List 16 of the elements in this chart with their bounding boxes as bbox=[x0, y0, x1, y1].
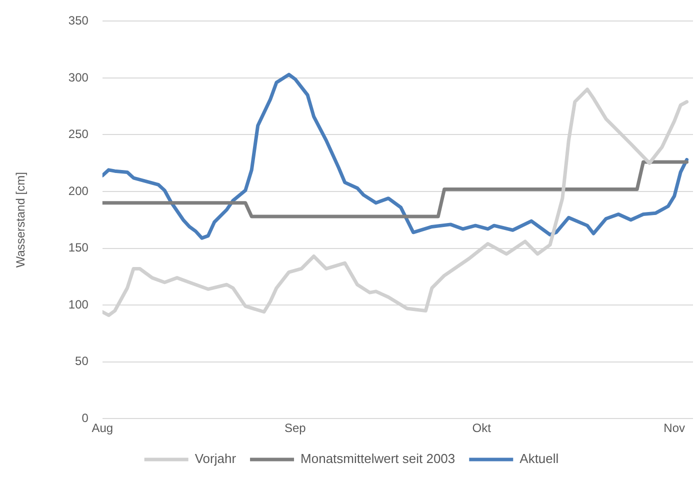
legend-label: Aktuell bbox=[520, 451, 559, 466]
y-axis-title: Wasserstand [cm] bbox=[14, 172, 28, 268]
y-tick-label: 200 bbox=[68, 184, 89, 198]
y-tick-label: 0 bbox=[82, 410, 89, 425]
y-tick-label: 50 bbox=[75, 354, 89, 368]
x-tick-label: Okt bbox=[472, 421, 492, 436]
legend-label: Monatsmittelwert seit 2003 bbox=[300, 451, 456, 466]
x-tick-label: Sep bbox=[284, 421, 306, 436]
y-tick-label: 150 bbox=[68, 240, 89, 255]
y-tick-label: 250 bbox=[68, 127, 89, 142]
y-tick-label: 300 bbox=[68, 70, 89, 84]
x-tick-label: Aug bbox=[92, 421, 114, 436]
y-tick-label: 100 bbox=[68, 297, 89, 312]
y-tick-label: 350 bbox=[68, 14, 89, 28]
legend-label: Vorjahr bbox=[194, 451, 237, 466]
x-tick-label: Nov bbox=[664, 421, 686, 436]
